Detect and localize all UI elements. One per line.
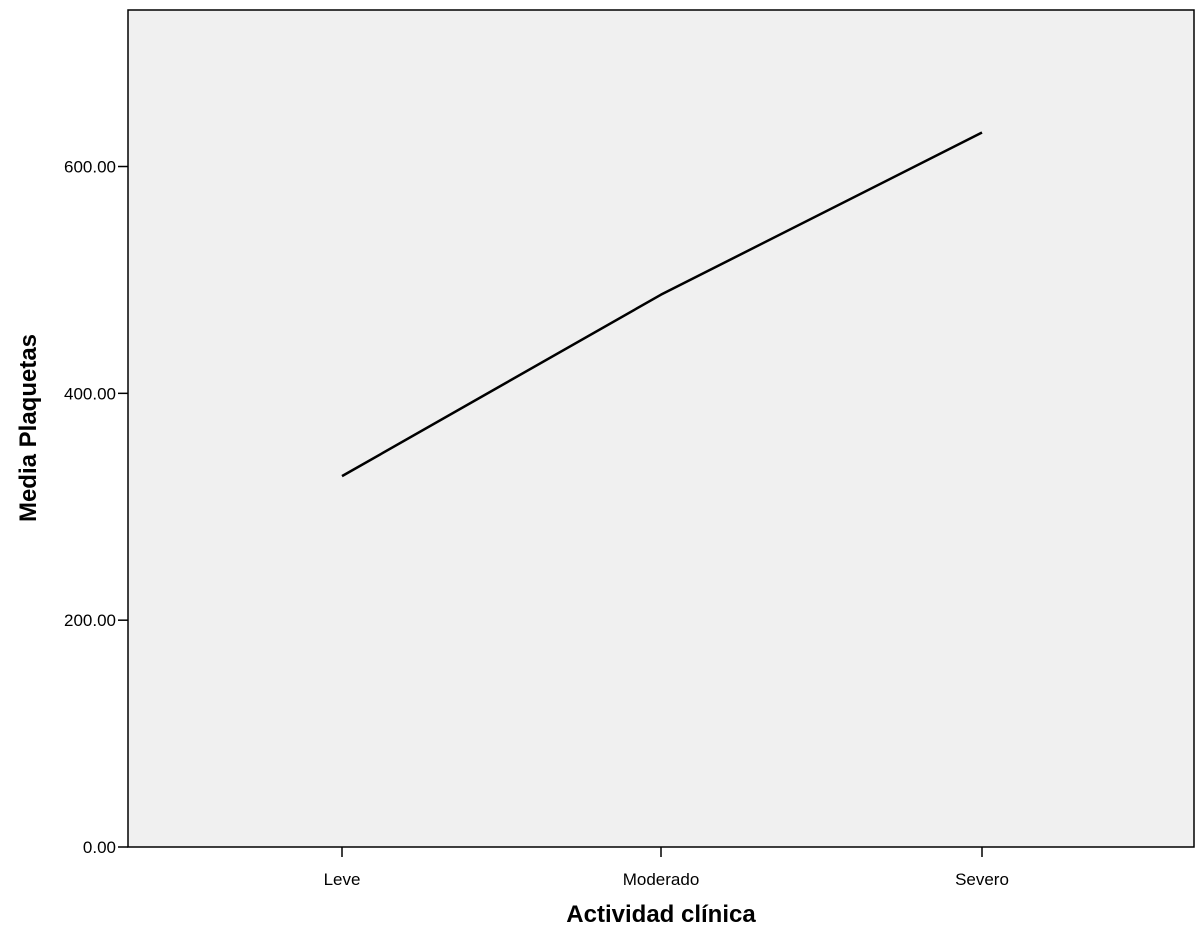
y-tick-label: 400.00 bbox=[64, 384, 116, 403]
series-group bbox=[341, 131, 983, 478]
y-tick-label: 200.00 bbox=[64, 611, 116, 630]
x-axis-title: Actividad clínica bbox=[566, 901, 756, 928]
plot-area bbox=[127, 9, 1195, 848]
y-axis-ticks: 0.00 200.00 400.00 600.00 bbox=[64, 158, 128, 857]
x-tick-label: Moderado bbox=[623, 870, 700, 889]
y-axis-title: Media Plaquetas bbox=[15, 334, 42, 522]
series-line bbox=[341, 131, 983, 478]
y-tick-label: 0.00 bbox=[83, 838, 116, 857]
y-tick-label: 600.00 bbox=[64, 158, 116, 177]
x-tick-label: Leve bbox=[324, 870, 361, 889]
x-axis-ticks: Leve Moderado Severo bbox=[324, 847, 1009, 889]
x-tick-label: Severo bbox=[955, 870, 1009, 889]
